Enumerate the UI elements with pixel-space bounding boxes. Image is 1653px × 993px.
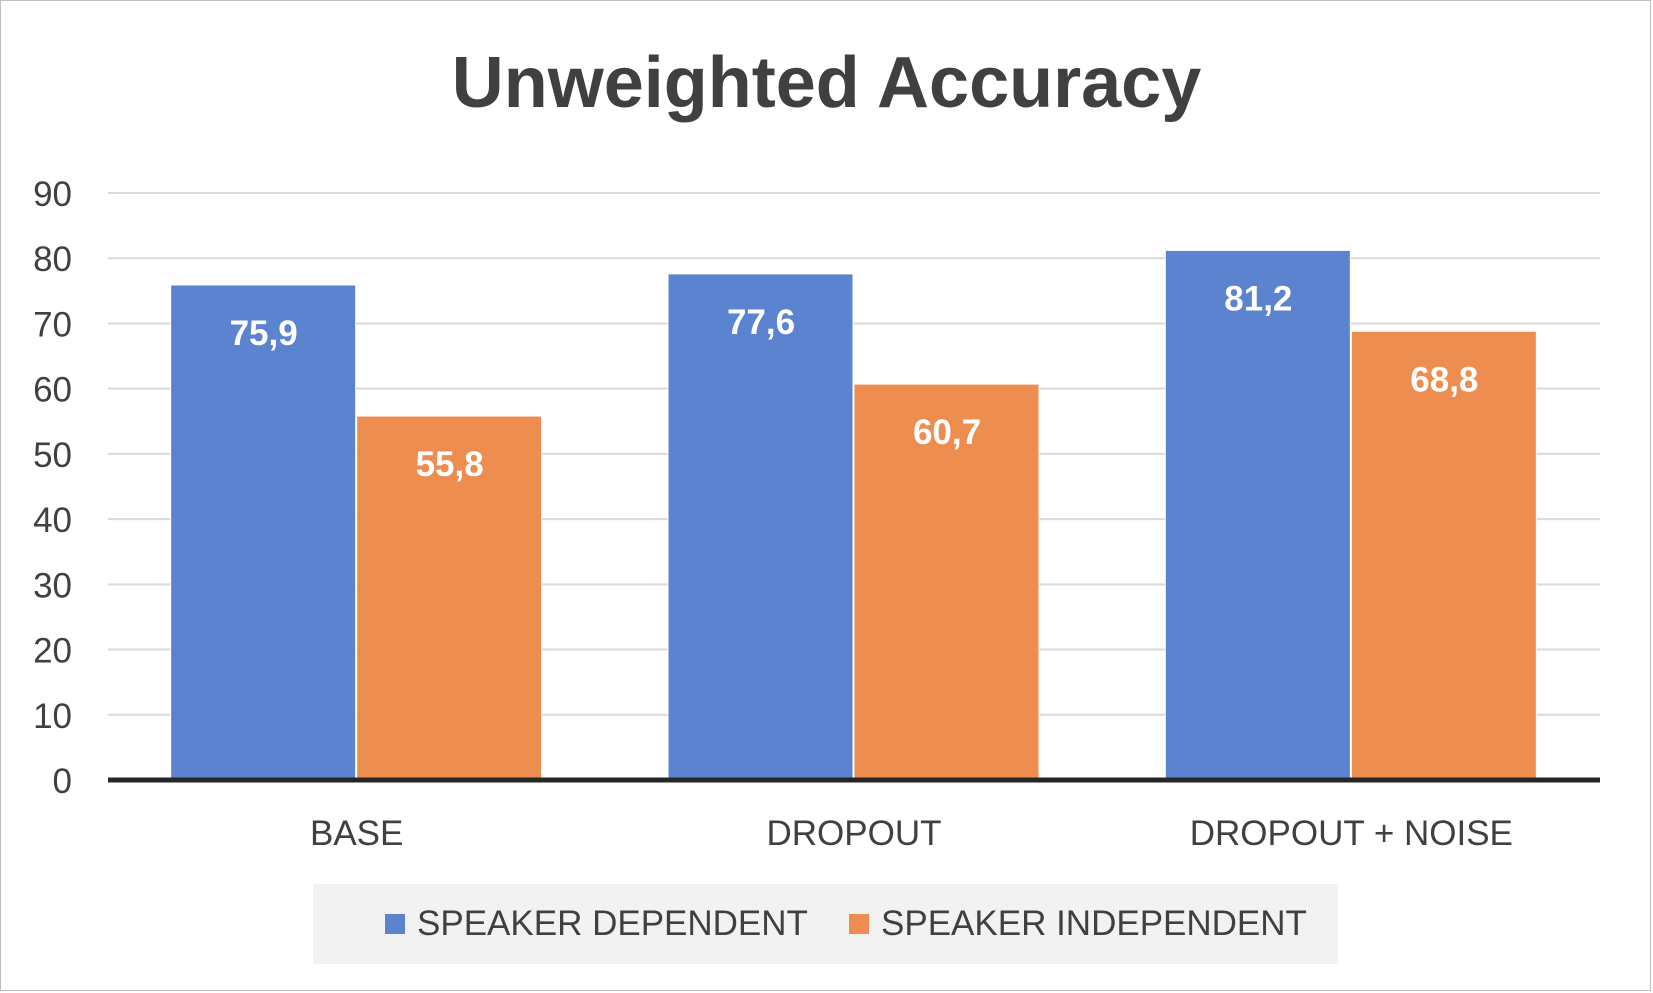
data-label: 77,6 [727,303,795,342]
y-tick-label: 70 [33,305,72,344]
y-tick-label: 10 [33,697,72,736]
legend-swatch-speaker-dependent [385,914,405,934]
y-tick-label: 40 [33,501,72,540]
y-tick-label: 50 [33,436,72,475]
legend-label-speaker-dependent: SPEAKER DEPENDENT [417,904,808,943]
bar [1164,249,1351,781]
bar [356,415,543,781]
x-tick-label: BASE [310,814,403,853]
data-label: 68,8 [1410,360,1478,399]
data-label: 81,2 [1224,279,1292,318]
bar [1350,330,1537,781]
legend-swatch-speaker-independent [849,914,869,934]
y-tick-label: 30 [33,566,72,605]
legend-item-speaker-independent: SPEAKER INDEPENDENT [849,884,1307,964]
data-label: 75,9 [230,314,298,353]
data-label: 55,8 [416,445,484,484]
x-tick-label: DROPOUT + NOISE [1190,814,1513,853]
bar [170,284,357,781]
y-tick-label: 90 [33,175,72,214]
y-tick-label: 0 [53,762,72,801]
y-tick-label: 20 [33,632,72,671]
x-tick-label: DROPOUT [767,814,942,853]
bar [853,383,1040,781]
data-label: 60,7 [913,413,981,452]
legend-item-speaker-dependent: SPEAKER DEPENDENT [385,884,808,964]
legend-label-speaker-independent: SPEAKER INDEPENDENT [881,904,1307,943]
legend: SPEAKER DEPENDENT SPEAKER INDEPENDENT [313,884,1338,964]
bar [667,273,854,781]
chart-title: Unweighted Accuracy [451,43,1202,123]
y-tick-label: 80 [33,240,72,279]
y-tick-label: 60 [33,371,72,410]
